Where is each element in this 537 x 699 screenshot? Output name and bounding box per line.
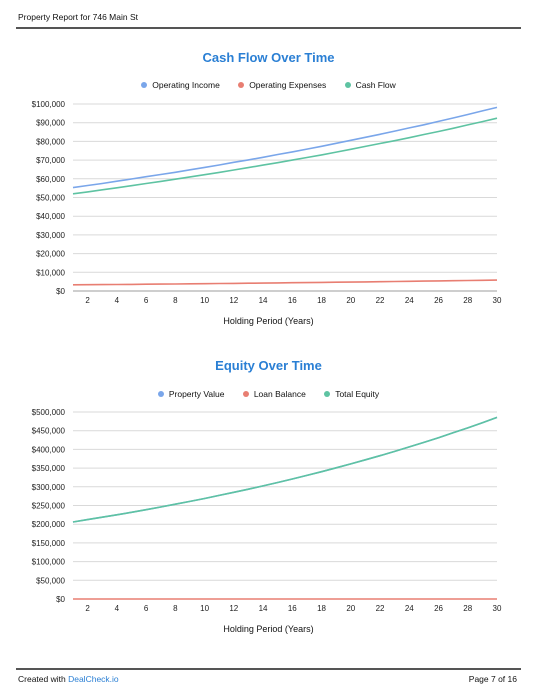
- y-tick-label: $500,000: [32, 408, 66, 417]
- series-line-operating-expenses: [72, 279, 498, 286]
- x-tick-label: 10: [200, 296, 209, 305]
- x-tick-label: 14: [259, 604, 268, 613]
- footer-page-number: Page 7 of 16: [468, 674, 517, 684]
- x-tick-label: 2: [85, 296, 90, 305]
- x-tick-label: 6: [144, 604, 149, 613]
- y-tick-label: $300,000: [32, 483, 66, 492]
- legend-label-loan-balance: Loan Balance: [253, 389, 306, 399]
- header-divider: [16, 27, 521, 29]
- legend-dot-operating-expenses: [238, 82, 245, 88]
- legend-dot-total-equity: [324, 391, 331, 397]
- x-tick-label: 20: [346, 604, 355, 613]
- y-tick-label: $40,000: [36, 212, 65, 221]
- footer-credit: Created with DealCheck.io: [18, 674, 119, 684]
- y-tick-label: $400,000: [32, 445, 66, 454]
- series-line-operating-income: [72, 106, 498, 189]
- x-tick-label: 24: [405, 296, 414, 305]
- x-tick-label: 12: [229, 296, 238, 305]
- x-tick-label: 20: [346, 296, 355, 305]
- legend-label-property-value: Property Value: [168, 389, 225, 399]
- x-tick-label: 24: [405, 604, 414, 613]
- y-tick-label: $50,000: [36, 194, 65, 203]
- legend-dot-cash-flow: [344, 82, 351, 88]
- y-tick-label: $200,000: [32, 520, 66, 529]
- legend-item-operating-expenses: Operating Expenses: [238, 80, 326, 90]
- x-tick-label: 18: [317, 296, 326, 305]
- x-tick-label: 8: [173, 604, 178, 613]
- footer-divider: [16, 668, 521, 670]
- x-tick-label: 2: [85, 604, 90, 613]
- x-tick-label: 26: [434, 604, 443, 613]
- cashflow-chart-title: Cash Flow Over Time: [202, 50, 335, 65]
- report-header-title: Property Report for 746 Main St: [18, 12, 139, 22]
- x-tick-label: 30: [493, 296, 502, 305]
- x-tick-label: 14: [259, 296, 268, 305]
- y-tick-label: $10,000: [36, 268, 65, 277]
- footer-created-text: Created with: [18, 674, 69, 684]
- y-tick-label: $70,000: [36, 156, 65, 165]
- legend-item-loan-balance: Loan Balance: [242, 389, 306, 399]
- y-tick-label: $350,000: [32, 464, 66, 473]
- y-tick-label: $250,000: [32, 502, 66, 511]
- y-tick-label: $20,000: [36, 250, 65, 259]
- x-tick-label: 16: [288, 604, 297, 613]
- y-tick-label: $100,000: [32, 558, 66, 567]
- y-tick-label: $0: [56, 287, 65, 296]
- cashflow-x-axis-title: Holding Period (Years): [223, 316, 314, 326]
- footer-brand-link[interactable]: DealCheck.io: [68, 674, 119, 684]
- legend-item-cash-flow: Cash Flow: [344, 80, 396, 90]
- y-tick-label: $60,000: [36, 175, 65, 184]
- y-tick-label: $80,000: [36, 137, 65, 146]
- x-tick-label: 16: [288, 296, 297, 305]
- legend-dot-operating-income: [141, 82, 148, 88]
- legend-item-property-value: Property Value: [157, 389, 225, 399]
- legend-label-total-equity: Total Equity: [335, 389, 380, 399]
- x-tick-label: 26: [434, 296, 443, 305]
- y-tick-label: $0: [56, 595, 65, 604]
- legend-label-operating-expenses: Operating Expenses: [249, 80, 327, 90]
- y-tick-label: $100,000: [32, 100, 66, 109]
- x-tick-label: 28: [463, 296, 472, 305]
- x-tick-label: 6: [144, 296, 149, 305]
- y-tick-label: $50,000: [36, 576, 65, 585]
- x-tick-label: 4: [115, 604, 120, 613]
- equity-x-axis-title: Holding Period (Years): [223, 624, 314, 634]
- y-tick-label: $450,000: [32, 427, 66, 436]
- equity-legend: Property Value Loan Balance Total Equity: [0, 389, 537, 399]
- y-tick-label: $150,000: [32, 539, 66, 548]
- legend-label-operating-income: Operating Income: [152, 80, 220, 90]
- legend-dot-property-value: [157, 391, 164, 397]
- x-tick-label: 4: [115, 296, 120, 305]
- cashflow-chart: $0 $10,000 $20,000 $30,000 $40,000 $50,000 $60…: [32, 100, 502, 305]
- cashflow-legend: Operating Income Operating Expenses Cash…: [0, 80, 537, 90]
- x-tick-label: 30: [493, 604, 502, 613]
- series-line-total-equity: [72, 416, 498, 523]
- series-line-cash-flow: [72, 117, 498, 195]
- legend-item-operating-income: Operating Income: [141, 80, 220, 90]
- legend-label-cash-flow: Cash Flow: [355, 80, 396, 90]
- x-tick-label: 8: [173, 296, 178, 305]
- legend-dot-loan-balance: [242, 391, 249, 397]
- x-tick-label: 22: [376, 296, 385, 305]
- x-tick-label: 28: [463, 604, 472, 613]
- x-tick-label: 22: [376, 604, 385, 613]
- series-line-property-value: [72, 416, 498, 523]
- legend-item-total-equity: Total Equity: [324, 389, 379, 399]
- x-tick-label: 18: [317, 604, 326, 613]
- x-tick-label: 10: [200, 604, 209, 613]
- y-tick-label: $90,000: [36, 119, 65, 128]
- x-tick-label: 12: [229, 604, 238, 613]
- equity-chart: $0 $50,000 $100,000 $150,000 $200,000 $250,00…: [32, 408, 502, 613]
- y-tick-label: $30,000: [36, 231, 65, 240]
- equity-chart-title: Equity Over Time: [215, 358, 322, 373]
